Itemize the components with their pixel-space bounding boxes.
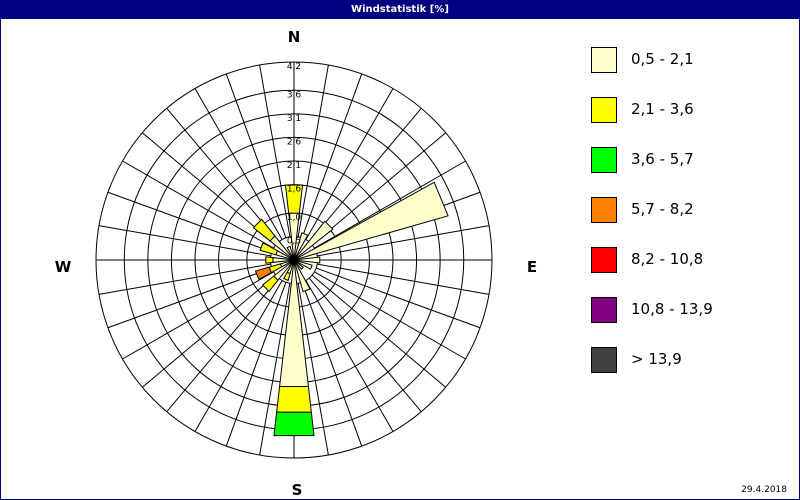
legend-swatch — [591, 47, 617, 73]
compass-label-E: E — [527, 258, 537, 276]
radial-tick-label: 1,6 — [287, 185, 302, 195]
legend-label: 0,5 - 2,1 — [631, 50, 694, 68]
wind-bar-NE-class-0 — [293, 220, 334, 261]
wind-rose-chart: 0,5 1,0 1,6 2,1 2,6 3,1 3,6 4,2 N E S W — [55, 28, 537, 499]
wind-bar-SSW-class-1 — [283, 271, 291, 282]
grid-spoke — [225, 73, 287, 239]
legend-label: 8,2 - 10,8 — [631, 250, 704, 268]
grid-spoke — [166, 277, 280, 412]
wind-bar-WSW-class-3 — [254, 266, 272, 281]
grid-spoke — [194, 280, 283, 432]
wind-bar-S-class-2 — [273, 411, 315, 437]
grid-spoke — [314, 271, 466, 360]
grid-spoke — [311, 132, 446, 246]
wind-bar-ESE-class-0 — [293, 259, 313, 270]
grid-spoke — [142, 274, 277, 388]
radial-tick-labels: 0,5 1,0 1,6 2,1 2,6 3,1 3,6 4,2 — [287, 62, 302, 246]
wind-bar-S-class-1 — [276, 385, 312, 413]
grid-spoke — [122, 271, 274, 360]
grid-spoke — [225, 281, 287, 447]
grid-spoke — [314, 160, 466, 249]
grid-spoke — [297, 64, 329, 237]
grid-spoke — [107, 267, 273, 329]
radial-tick-label: 4,2 — [287, 62, 301, 72]
compass-label-N: N — [288, 28, 301, 46]
wind-bar-NW-class-1 — [252, 218, 276, 242]
wind-bar-SSE-class-0 — [293, 259, 311, 293]
compass-label-S: S — [292, 481, 303, 499]
grid-spoke — [259, 64, 291, 237]
legend-label: 2,1 - 3,6 — [631, 100, 694, 118]
grid-spoke — [301, 281, 363, 447]
radial-tick-label: 2,1 — [287, 161, 301, 171]
radial-tick-label: 2,6 — [287, 137, 302, 147]
wind-bars — [252, 181, 449, 437]
grid-spoke — [308, 108, 422, 243]
grid-spoke — [311, 274, 446, 388]
legend-label: 5,7 - 8,2 — [631, 200, 694, 218]
wind-bar-SE-class-0 — [293, 259, 304, 270]
grid-spoke — [297, 283, 329, 456]
legend-swatch — [591, 297, 617, 323]
radial-tick-label: 1,0 — [287, 213, 302, 223]
wind-bar-E-class-0 — [293, 256, 321, 264]
grid-spoke — [142, 132, 277, 246]
wind-bar-SW-class-1 — [261, 275, 279, 293]
grid-spoke — [194, 88, 283, 240]
window-title: Windstatistik [%] — [1, 1, 799, 19]
grid-spoke — [308, 277, 422, 412]
wind-bar-N-class-1 — [284, 184, 304, 214]
legend-swatch — [591, 97, 617, 123]
grid-spoke — [122, 160, 274, 249]
legend-label: > 13,9 — [631, 350, 682, 368]
legend-swatch — [591, 197, 617, 223]
grid-spoke — [166, 108, 280, 243]
grid-spoke — [305, 88, 394, 240]
wind-bar-NNE-class-0 — [293, 232, 309, 261]
compass-label-W: W — [55, 258, 72, 276]
legend-swatch — [591, 347, 617, 373]
radial-tick-label: 3,6 — [287, 90, 302, 100]
radial-tick-label: 0,5 — [287, 236, 301, 246]
grid-spoke — [315, 267, 481, 329]
grid-spoke — [259, 283, 291, 456]
compass-labels: N E S W — [55, 28, 537, 499]
grid-spoke — [317, 263, 490, 295]
wind-bar-NNW-class-0 — [286, 245, 295, 261]
legend-swatch — [591, 247, 617, 273]
date-stamp: 29.4.2018 — [741, 485, 787, 495]
wind-bar-ENE-class-0 — [293, 181, 449, 261]
wind-bar-W-class-1 — [265, 256, 274, 264]
grid-spoke — [98, 225, 271, 257]
legend-label: 10,8 - 13,9 — [631, 300, 713, 318]
radial-tick-label: 3,1 — [287, 114, 301, 124]
legend-label: 3,6 - 5,7 — [631, 150, 694, 168]
grid-spoke — [107, 191, 273, 253]
grid-spoke — [98, 263, 271, 295]
grid-spoke — [305, 280, 394, 432]
legend-swatch — [591, 147, 617, 173]
wind-bar-WNW-class-1 — [259, 242, 279, 256]
grid-spoke — [317, 225, 490, 257]
grid-spoke — [301, 73, 363, 239]
